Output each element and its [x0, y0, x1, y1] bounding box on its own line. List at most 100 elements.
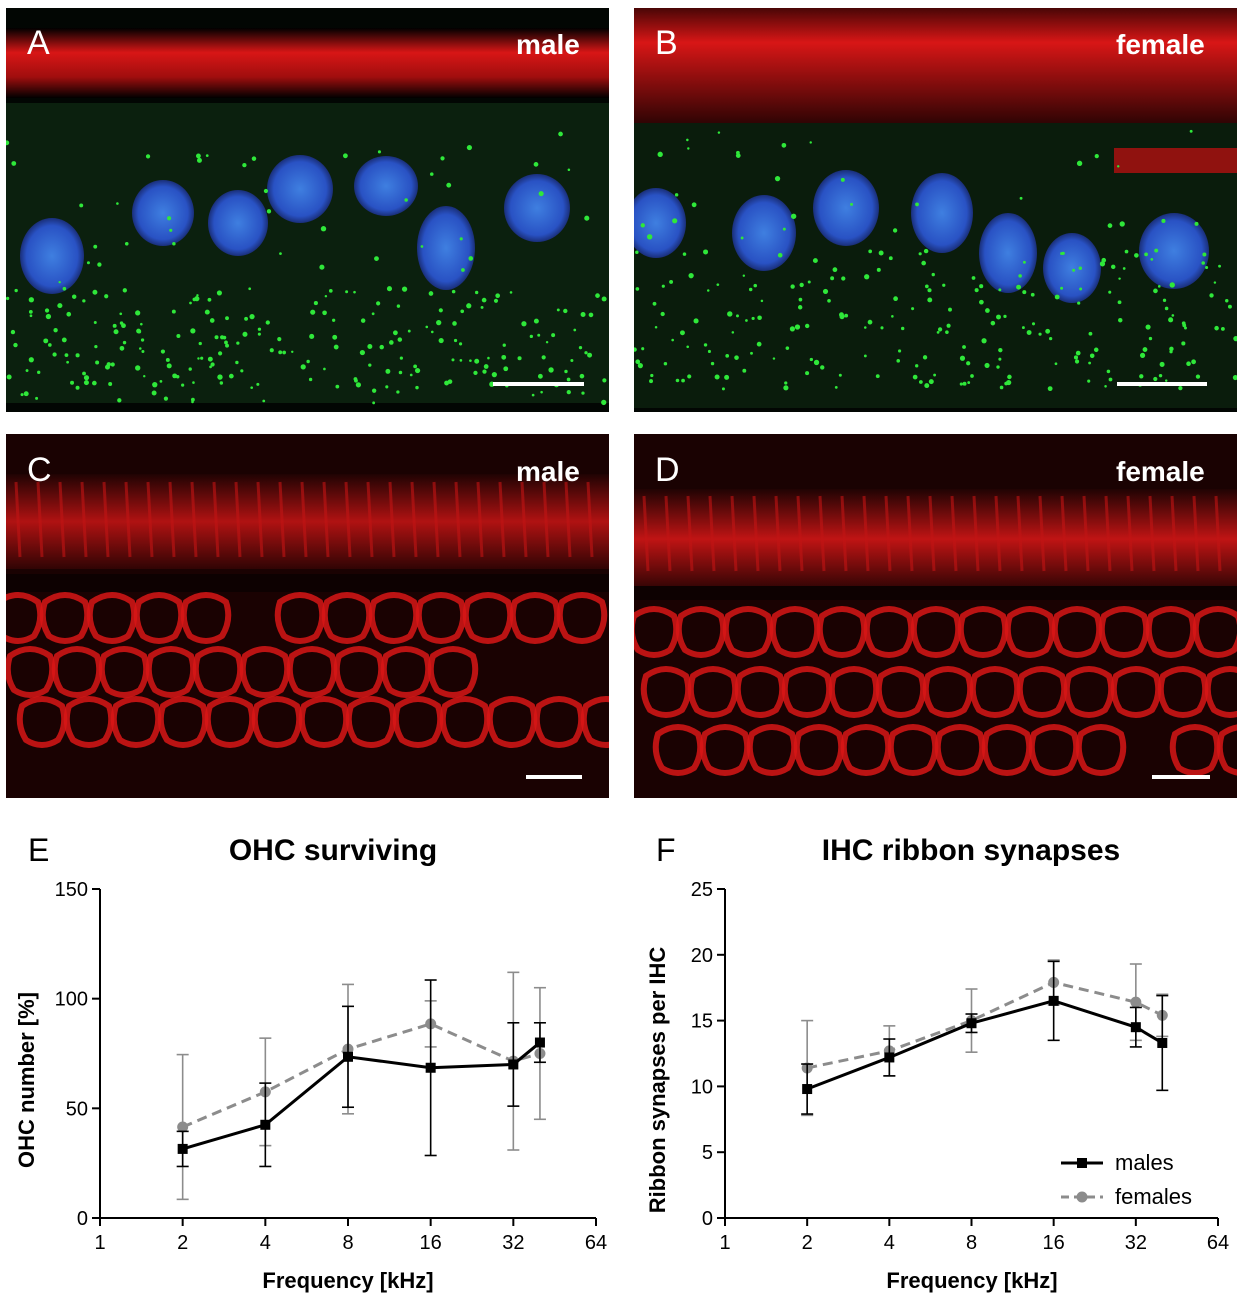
ribbon-dot — [310, 309, 316, 315]
ribbon-dot — [1157, 285, 1161, 288]
hair-cell-outline — [439, 696, 491, 748]
ribbon-dot — [385, 385, 389, 389]
hair-cell-outline — [533, 696, 585, 748]
ribbon-dot — [840, 177, 845, 182]
ribbon-dot — [650, 373, 654, 378]
panel-tag-c: male — [516, 456, 580, 487]
ribbon-dot — [1169, 282, 1175, 288]
ribbon-dot — [1108, 290, 1112, 294]
ribbon-dot — [1158, 373, 1163, 378]
hair-cell-outline — [392, 696, 444, 748]
ribbon-dot — [139, 347, 142, 350]
ribbon-dot — [48, 343, 52, 347]
ribbon-dot — [878, 250, 884, 256]
ribbon-dot — [1031, 322, 1036, 326]
hair-cell-outline — [1098, 606, 1150, 658]
hair-cell-outline — [687, 666, 739, 718]
ribbon-dot — [71, 294, 77, 299]
ribbon-dot — [751, 316, 755, 321]
ribbon-dot — [863, 354, 867, 358]
ribbon-dot — [468, 256, 474, 261]
ribbon-dot — [669, 279, 674, 284]
ribbon-dot — [66, 360, 70, 364]
ribbon-dot — [783, 385, 789, 391]
ribbon-dot — [716, 283, 720, 287]
legend-marker — [1077, 1158, 1087, 1168]
chart-title-e: OHC surviving — [229, 834, 437, 867]
hair-cell-outline — [734, 666, 786, 718]
ribbon-dot — [981, 338, 987, 344]
ribbon-dot — [279, 252, 282, 255]
ribbon-dot — [757, 315, 762, 321]
x-tick-label: 1 — [94, 1232, 105, 1254]
data-point — [260, 1119, 271, 1130]
ribbon-dot — [1181, 321, 1186, 326]
stereocilia-line — [818, 495, 826, 572]
ribbon-dot — [135, 310, 141, 316]
y-tick-label: 25 — [691, 879, 713, 901]
ribbon-dot — [493, 298, 499, 303]
ribbon-dot — [236, 341, 240, 345]
hair-cell-outline — [204, 696, 256, 748]
hair-cell-outline — [368, 592, 420, 644]
ribbon-dot — [322, 310, 327, 316]
nuclei-b — [634, 170, 1209, 303]
ribbon-dot — [190, 397, 195, 402]
ribbon-dot — [1021, 326, 1025, 330]
ribbon-dot — [509, 291, 513, 294]
ribbon-dot — [781, 142, 787, 148]
ribbon-dot — [319, 264, 325, 270]
ribbon-dot — [686, 138, 689, 142]
ribbon-dot — [112, 323, 117, 328]
ribbon-dot — [11, 161, 17, 166]
ribbon-dot — [966, 361, 971, 366]
ribbon-dot — [1118, 277, 1121, 280]
ribbon-dot — [725, 353, 730, 358]
stereocilia-line — [564, 481, 572, 558]
ribbon-dot — [850, 202, 854, 206]
ribbon-dot — [1094, 154, 1099, 159]
ribbon-dot — [1076, 160, 1083, 167]
ribbon-dot — [750, 351, 753, 355]
ribbon-dot — [936, 330, 940, 334]
ribbon-dot — [97, 262, 102, 267]
hair-cell-outline — [180, 592, 232, 644]
ribbon-dot — [28, 357, 34, 363]
ribbon-dot — [13, 342, 18, 348]
ribbon-dot — [998, 288, 1002, 292]
ribbon-dot — [429, 172, 434, 176]
ribbon-dot — [205, 154, 209, 158]
hair-cell-outline — [98, 646, 150, 698]
ribbon-dot — [409, 373, 413, 377]
ribbon-dot — [308, 377, 313, 382]
x-tick-label: 64 — [585, 1232, 607, 1254]
ribbon-dot — [151, 390, 157, 396]
ribbon-dot — [249, 314, 255, 320]
stereocilia-line — [278, 481, 286, 558]
ribbon-dot — [401, 286, 408, 292]
ribbon-dot — [248, 287, 252, 291]
ribbon-dot — [1104, 385, 1107, 388]
ribbon-dot — [999, 385, 1004, 390]
ribbon-dot — [1004, 381, 1008, 386]
ribbon-dot — [222, 335, 227, 340]
ribbon-dot — [117, 398, 122, 403]
hair-cell-outline — [286, 646, 338, 698]
ribbon-dot — [480, 305, 484, 309]
ribbon-dot — [1030, 292, 1035, 297]
stereocilia-line — [1170, 495, 1178, 572]
ribbon-dot — [772, 357, 776, 360]
hair-cell-outline — [333, 646, 385, 698]
hair-cell-outline — [699, 724, 751, 776]
ribbon-dot — [20, 393, 24, 397]
ribbon-dot — [635, 287, 640, 291]
stereocilia-line — [796, 495, 804, 572]
ribbon-dot — [1233, 335, 1237, 342]
ribbon-dot — [945, 330, 949, 334]
ribbon-dot — [541, 355, 546, 360]
stereocilia-line — [432, 481, 440, 558]
ribbon-dot — [1209, 293, 1214, 298]
ribbon-dot — [693, 318, 699, 324]
panel-tag-d: female — [1116, 456, 1205, 487]
ribbon-dot — [452, 321, 457, 326]
